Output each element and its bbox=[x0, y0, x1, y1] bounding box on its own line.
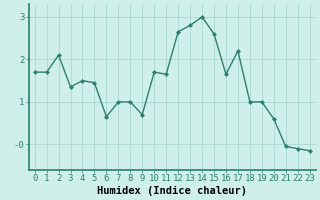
X-axis label: Humidex (Indice chaleur): Humidex (Indice chaleur) bbox=[97, 186, 247, 196]
